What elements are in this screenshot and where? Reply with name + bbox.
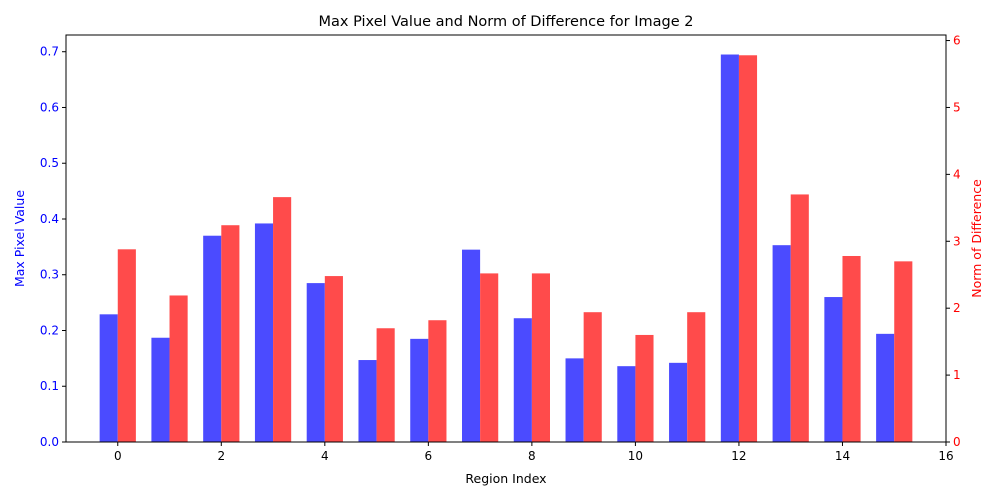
bar-norm-of-difference-11 <box>687 312 706 442</box>
right-y-tick-label: 6 <box>953 34 961 48</box>
bar-norm-of-difference-0 <box>117 249 136 442</box>
left-y-tick-label: 0.5 <box>40 156 59 170</box>
bar-norm-of-difference-7 <box>480 273 499 442</box>
plot-area-frame <box>65 34 947 443</box>
left-y-tick-label: 0.1 <box>40 379 59 393</box>
left-y-tick-label: 0.0 <box>40 435 59 449</box>
bar-max-pixel-value-1 <box>151 337 170 442</box>
x-tick-label: 6 <box>425 449 433 463</box>
bar-norm-of-difference-13 <box>790 194 809 442</box>
x-tick-label: 4 <box>321 449 329 463</box>
bar-norm-of-difference-1 <box>169 295 188 442</box>
bar-norm-of-difference-5 <box>376 328 395 442</box>
x-tick-label: 8 <box>528 449 536 463</box>
bar-norm-of-difference-2 <box>221 225 240 442</box>
right-y-tick-label: 1 <box>953 368 961 382</box>
x-tick-label: 0 <box>114 449 122 463</box>
x-tick-label: 16 <box>938 449 953 463</box>
bar-max-pixel-value-5 <box>358 360 377 442</box>
x-tick-label: 10 <box>628 449 643 463</box>
bar-max-pixel-value-3 <box>254 223 274 442</box>
x-axis-label: Region Index <box>465 471 546 486</box>
right-y-tick-label: 2 <box>953 301 961 315</box>
left-y-tick-label: 0.6 <box>40 100 59 114</box>
bar-norm-of-difference-3 <box>273 197 292 442</box>
bar-max-pixel-value-12 <box>720 54 739 442</box>
bar-max-pixel-value-10 <box>617 366 636 442</box>
right-y-axis-label: Norm of Difference <box>969 179 984 298</box>
left-y-tick-label: 0.7 <box>40 45 59 59</box>
x-tick-label: 14 <box>835 449 850 463</box>
bar-norm-of-difference-12 <box>738 55 758 442</box>
x-tick-label: 12 <box>731 449 746 463</box>
left-y-axis-label: Max Pixel Value <box>12 190 27 287</box>
chart-title: Max Pixel Value and Norm of Difference f… <box>319 14 694 30</box>
left-y-tick-label: 0.3 <box>40 268 59 282</box>
max-pixel-value-bars <box>99 54 895 442</box>
bar-norm-of-difference-4 <box>324 276 343 442</box>
bar-max-pixel-value-13 <box>772 245 791 442</box>
right-y-tick-label: 5 <box>953 100 961 114</box>
bar-norm-of-difference-9 <box>583 312 602 442</box>
bar-max-pixel-value-11 <box>669 362 688 442</box>
bar-max-pixel-value-15 <box>876 333 895 442</box>
left-y-tick-label: 0.2 <box>40 323 59 337</box>
bar-max-pixel-value-9 <box>565 358 584 442</box>
bar-norm-of-difference-6 <box>428 320 447 442</box>
bar-norm-of-difference-15 <box>894 261 913 442</box>
bar-max-pixel-value-7 <box>462 249 481 442</box>
bar-norm-of-difference-8 <box>531 273 550 442</box>
bar-max-pixel-value-8 <box>513 318 532 442</box>
right-y-tick-label: 3 <box>953 234 961 248</box>
bar-max-pixel-value-2 <box>203 235 222 442</box>
x-tick-label: 2 <box>217 449 225 463</box>
bar-max-pixel-value-4 <box>306 283 325 442</box>
norm-of-difference-bars <box>117 55 913 442</box>
left-y-tick-label: 0.4 <box>40 212 59 226</box>
bar-max-pixel-value-6 <box>410 338 429 442</box>
x-axis-ticks: 0 2 4 6 8 10 12 14 16 <box>114 442 954 463</box>
bar-norm-of-difference-14 <box>842 255 861 442</box>
bar-max-pixel-value-0 <box>99 314 118 442</box>
right-y-tick-label: 0 <box>953 435 961 449</box>
bar-max-pixel-value-14 <box>824 297 843 442</box>
right-y-tick-label: 4 <box>953 167 961 181</box>
left-y-axis-ticks: 0.0 0.1 0.2 0.3 0.4 0.5 0.6 0.7 <box>40 45 66 449</box>
bar-norm-of-difference-10 <box>635 334 654 442</box>
right-y-axis-ticks: 0 1 2 3 4 5 6 <box>946 34 961 449</box>
